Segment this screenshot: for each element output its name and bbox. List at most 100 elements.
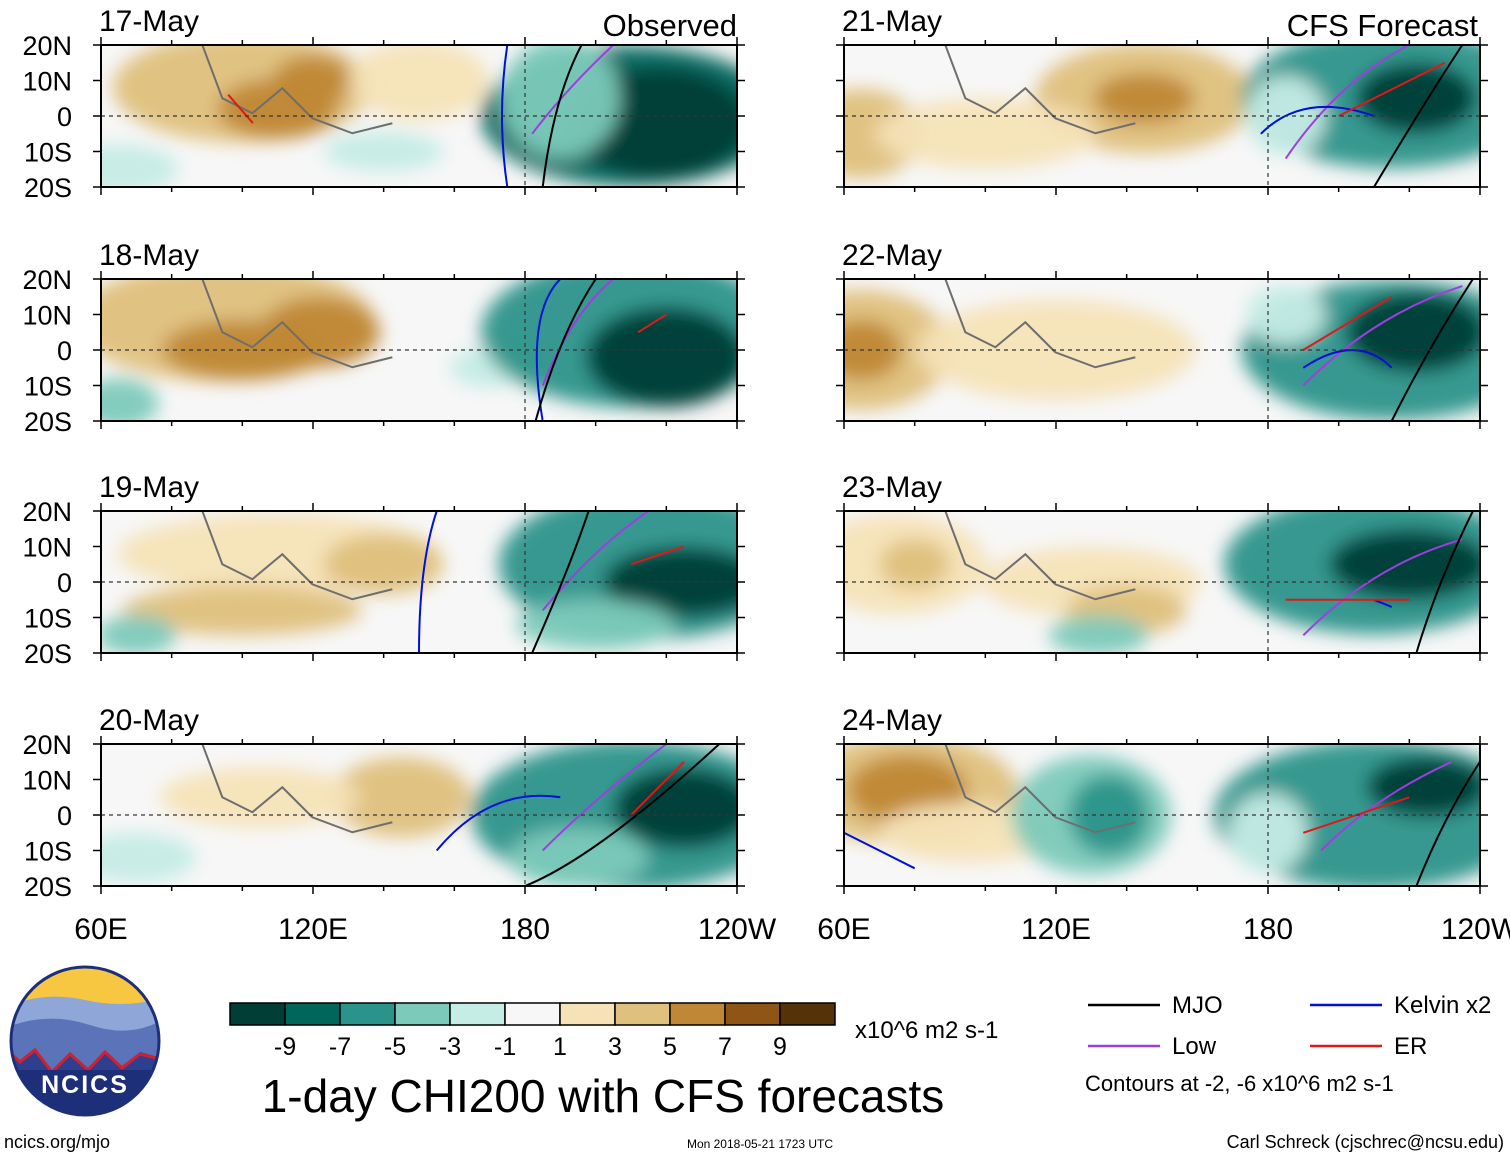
anomaly-field bbox=[879, 539, 950, 590]
anomaly-field bbox=[323, 131, 444, 172]
coastline bbox=[944, 511, 1136, 601]
anomaly-field bbox=[515, 599, 676, 650]
contour-mjo bbox=[1415, 761, 1480, 886]
anomaly-field bbox=[101, 378, 159, 421]
contour-mjo bbox=[1415, 511, 1474, 653]
lon-label: 120W bbox=[1441, 913, 1510, 946]
colorbar-swatch bbox=[229, 1002, 286, 1026]
anomaly-field bbox=[260, 297, 381, 368]
panel-date: 19-May bbox=[99, 471, 199, 504]
anomaly-field bbox=[844, 320, 902, 380]
observed-header: Observed bbox=[603, 8, 737, 43]
anomaly-field bbox=[1346, 292, 1480, 373]
lon-label: 120E bbox=[278, 913, 348, 946]
legend-item-low: Low bbox=[1088, 1033, 1217, 1060]
colorbar-swatch bbox=[724, 1002, 781, 1026]
footer-timestamp: Mon 2018-05-21 1723 UTC bbox=[687, 1137, 833, 1151]
legend-item-er: ER bbox=[1310, 1033, 1427, 1060]
coastline bbox=[944, 744, 1136, 834]
anomaly-field bbox=[101, 832, 197, 883]
colorbar-swatch bbox=[614, 1002, 671, 1026]
panel-date: 23-May bbox=[842, 471, 942, 504]
contour-er bbox=[1338, 61, 1446, 117]
panel-18-may: 18-May 20N 10N 0 10S 20S bbox=[22, 239, 745, 437]
coastline bbox=[201, 744, 393, 834]
anomaly-field bbox=[273, 55, 353, 106]
lat-label: 10S bbox=[24, 138, 72, 168]
anomaly-field bbox=[1367, 756, 1480, 817]
colorbar-label: 3 bbox=[608, 1033, 622, 1061]
contour-mjo bbox=[531, 511, 590, 653]
coastline bbox=[201, 511, 393, 601]
panel-date: 22-May bbox=[842, 239, 942, 272]
anomaly-field bbox=[323, 534, 444, 595]
colorbar-label: 1 bbox=[553, 1033, 567, 1061]
contour-kel bbox=[435, 794, 561, 852]
colorbar-swatch bbox=[559, 1002, 616, 1026]
colorbar-label: -5 bbox=[384, 1033, 406, 1061]
anomaly-field bbox=[1329, 529, 1480, 600]
colorbar-label: -1 bbox=[494, 1033, 516, 1061]
contour-low bbox=[1302, 285, 1463, 387]
lon-label: 120W bbox=[698, 913, 777, 946]
colorbar-label: 9 bbox=[773, 1033, 787, 1061]
lat-label: 10N bbox=[22, 533, 72, 563]
colorbar-swatch bbox=[779, 1002, 836, 1026]
colorbar-label: -3 bbox=[439, 1033, 461, 1061]
lat-label: 10N bbox=[22, 301, 72, 331]
panel-date: 20-May bbox=[99, 704, 199, 737]
panel-19-may: 19-May 20N 10N 0 10S 20S bbox=[22, 471, 745, 669]
colorbar-swatch bbox=[394, 1002, 451, 1026]
lat-label: 0 bbox=[57, 336, 72, 366]
colorbar: -9 -7 -5 -3 -1 1 3 5 7 9 bbox=[229, 1002, 836, 1061]
contour-low bbox=[1320, 760, 1453, 852]
lat-label: 20S bbox=[24, 872, 72, 902]
contour-low bbox=[541, 744, 667, 852]
anomaly-field bbox=[614, 767, 737, 848]
contour-note: Contours at -2, -6 x10^6 m2 s-1 bbox=[1085, 1071, 1394, 1096]
anomaly-field bbox=[586, 307, 737, 408]
lat-label: 20S bbox=[24, 639, 72, 669]
panel-date: 24-May bbox=[842, 704, 942, 737]
colorbar-swatch bbox=[669, 1002, 726, 1026]
lon-label: 180 bbox=[500, 913, 550, 946]
lat-label: 10S bbox=[24, 604, 72, 634]
panel-22-may: 22-May bbox=[836, 239, 1488, 429]
lat-label: 0 bbox=[57, 801, 72, 831]
coastline bbox=[944, 279, 1136, 369]
panel-23-may: 23-May bbox=[836, 471, 1488, 661]
legend-label: Low bbox=[1172, 1033, 1217, 1060]
colorbar-label: -7 bbox=[329, 1033, 351, 1061]
lat-label: 20S bbox=[24, 407, 72, 437]
colorbar-swatch bbox=[284, 1002, 341, 1026]
contour-er bbox=[1302, 295, 1393, 351]
coastline bbox=[201, 45, 393, 135]
ncics-logo: NCICS bbox=[9, 965, 161, 1117]
lon-label: 180 bbox=[1243, 913, 1293, 946]
contour-kel bbox=[844, 831, 916, 870]
coastline bbox=[944, 45, 1136, 135]
colorbar-label: 7 bbox=[718, 1033, 732, 1061]
colorbar-swatch bbox=[449, 1002, 506, 1026]
lat-label: 10S bbox=[24, 837, 72, 867]
contour-er bbox=[227, 94, 254, 124]
forecast-header: CFS Forecast bbox=[1287, 8, 1479, 43]
lat-label: 0 bbox=[57, 568, 72, 598]
colorbar-label: -9 bbox=[274, 1033, 296, 1061]
contour-kel bbox=[1373, 598, 1393, 608]
chart-title: 1-day CHI200 with CFS forecasts bbox=[262, 1070, 945, 1122]
panel-date: 21-May bbox=[842, 5, 942, 38]
contour-er bbox=[637, 313, 667, 334]
anomaly-field bbox=[349, 45, 489, 121]
anomaly-field bbox=[331, 757, 472, 838]
legend-label: MJO bbox=[1172, 992, 1223, 1019]
lon-label: 120E bbox=[1021, 913, 1091, 946]
contour-legend: MJO Kelvin x2 Low ER bbox=[1088, 992, 1491, 1060]
contour-kel bbox=[1260, 105, 1375, 135]
contour-mjo bbox=[541, 45, 583, 187]
lat-label: 20S bbox=[24, 173, 72, 203]
lat-label: 10N bbox=[22, 67, 72, 97]
lat-label: 20N bbox=[22, 265, 72, 295]
anomaly-field bbox=[500, 45, 621, 159]
